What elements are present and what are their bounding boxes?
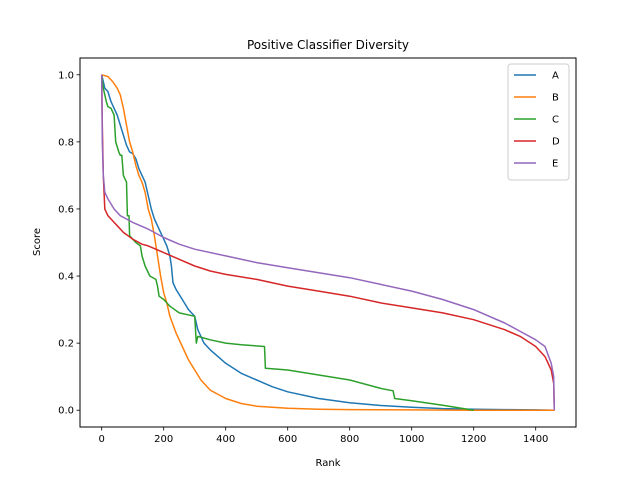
y-tick-label: 0.6: [58, 204, 74, 215]
x-axis-label: Rank: [316, 458, 341, 469]
y-tick-label: 0.0: [58, 406, 74, 417]
y-tick-label: 1.0: [58, 70, 74, 81]
legend-label-d: D: [552, 137, 560, 148]
x-tick-label: 200: [154, 434, 173, 445]
x-tick-label: 600: [278, 434, 297, 445]
y-axis-label: Score: [32, 228, 43, 256]
legend-label-e: E: [552, 159, 558, 170]
x-tick-label: 1000: [399, 434, 424, 445]
x-tick-label: 400: [216, 434, 235, 445]
x-tick-label: 800: [340, 434, 359, 445]
x-tick-label: 1200: [461, 434, 486, 445]
plot-area: [100, 74, 556, 411]
axes-frame: [79, 57, 577, 428]
series-line-b: [101, 74, 555, 411]
y-tick-label: 0.8: [58, 137, 74, 148]
legend-label-b: B: [552, 93, 559, 104]
x-axis: 0 200 400 600 800 1000 1200 1400: [99, 427, 548, 445]
series-line-c: [100, 74, 474, 411]
series-line-a: [100, 74, 555, 411]
y-tick-label: 0.4: [58, 272, 74, 283]
legend-label-a: A: [552, 71, 559, 82]
series-line-e: [100, 74, 556, 411]
y-axis: 0.0 0.2 0.4 0.6 0.8 1.0: [58, 70, 80, 417]
chart-title: Positive Classifier Diversity: [247, 38, 409, 52]
legend-box: [507, 63, 570, 181]
y-tick-label: 0.2: [58, 339, 74, 350]
x-tick-label: 1400: [523, 434, 548, 445]
x-tick-label: 0: [99, 434, 105, 445]
legend-label-c: C: [552, 115, 559, 126]
series-line-d: [100, 74, 556, 411]
